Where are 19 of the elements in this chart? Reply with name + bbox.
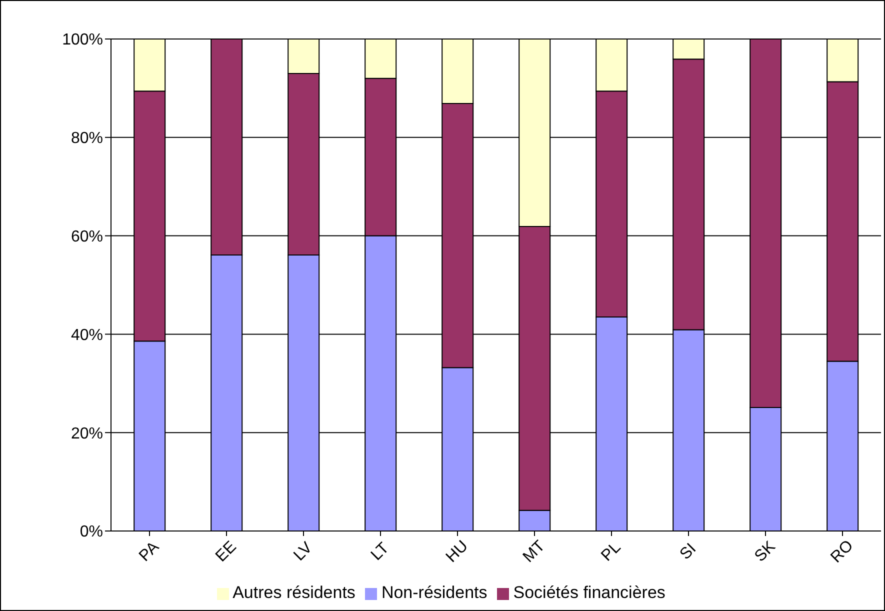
x-tick-label: SK (752, 538, 780, 566)
legend-label: Non-résidents (381, 583, 488, 602)
legend-label: Autres résidents (232, 583, 356, 602)
y-tick-label: 80% (70, 130, 103, 148)
x-tick-label: SI (676, 540, 700, 564)
legend-label: Sociétés financières (513, 583, 666, 602)
y-tick-label: 0% (80, 524, 103, 541)
x-tick-label: EE (212, 538, 240, 566)
x-tick-label: HU (443, 538, 472, 566)
x-tick-label: LT (368, 539, 393, 564)
y-tick-label: 60% (70, 228, 103, 246)
x-tick-label: LV (290, 539, 316, 564)
y-tick-label: 100% (62, 32, 103, 49)
x-tick-label: PA (136, 538, 163, 565)
y-tick-label: 20% (70, 425, 103, 442)
x-tick-label: MT (520, 537, 549, 566)
y-tick-label: 40% (70, 326, 103, 344)
x-tick-label: PL (598, 538, 624, 565)
x-tick-label: RO (828, 537, 857, 566)
